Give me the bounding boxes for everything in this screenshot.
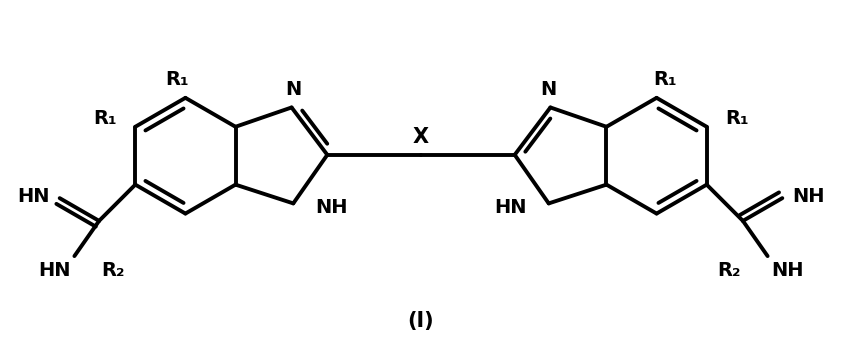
Text: HN: HN: [38, 261, 70, 280]
Text: R₁: R₁: [165, 70, 189, 89]
Text: R₁: R₁: [653, 70, 677, 89]
Text: R₁: R₁: [725, 109, 749, 128]
Text: (I): (I): [408, 311, 434, 331]
Text: N: N: [541, 80, 557, 99]
Text: R₂: R₂: [101, 261, 125, 280]
Text: X: X: [413, 127, 429, 147]
Text: NH: NH: [772, 261, 804, 280]
Text: R₂: R₂: [717, 261, 741, 280]
Text: N: N: [285, 80, 301, 99]
Text: HN: HN: [18, 187, 50, 206]
Text: HN: HN: [494, 198, 526, 217]
Text: NH: NH: [792, 187, 824, 206]
Text: R₁: R₁: [93, 109, 117, 128]
Text: NH: NH: [316, 198, 348, 217]
